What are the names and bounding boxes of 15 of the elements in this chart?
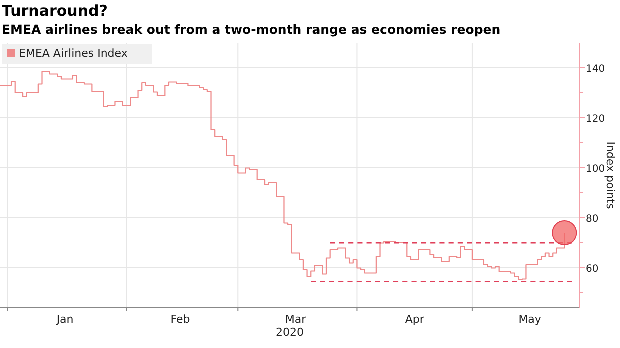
y-tick-label: 80 [586, 214, 599, 225]
y-tick-label: 140 [586, 64, 606, 75]
x-tick-label: Apr [405, 313, 425, 326]
y-tick-label: 120 [586, 114, 606, 125]
x-tick-label: Mar [285, 313, 307, 326]
chart-title: Turnaround? [2, 2, 108, 20]
x-axis-title: 2020 [276, 326, 304, 339]
y-tick-label: 100 [586, 164, 606, 175]
y-axis-title: Index points [604, 142, 617, 210]
x-tick-label: Feb [170, 313, 190, 326]
x-tick-label: May [518, 313, 542, 326]
legend-label: EMEA Airlines Index [19, 47, 128, 60]
y-tick-label: 60 [586, 264, 599, 275]
x-tick-label: Jan [56, 313, 74, 326]
chart-subtitle: EMEA airlines break out from a two-month range as economies reopen [2, 22, 501, 37]
